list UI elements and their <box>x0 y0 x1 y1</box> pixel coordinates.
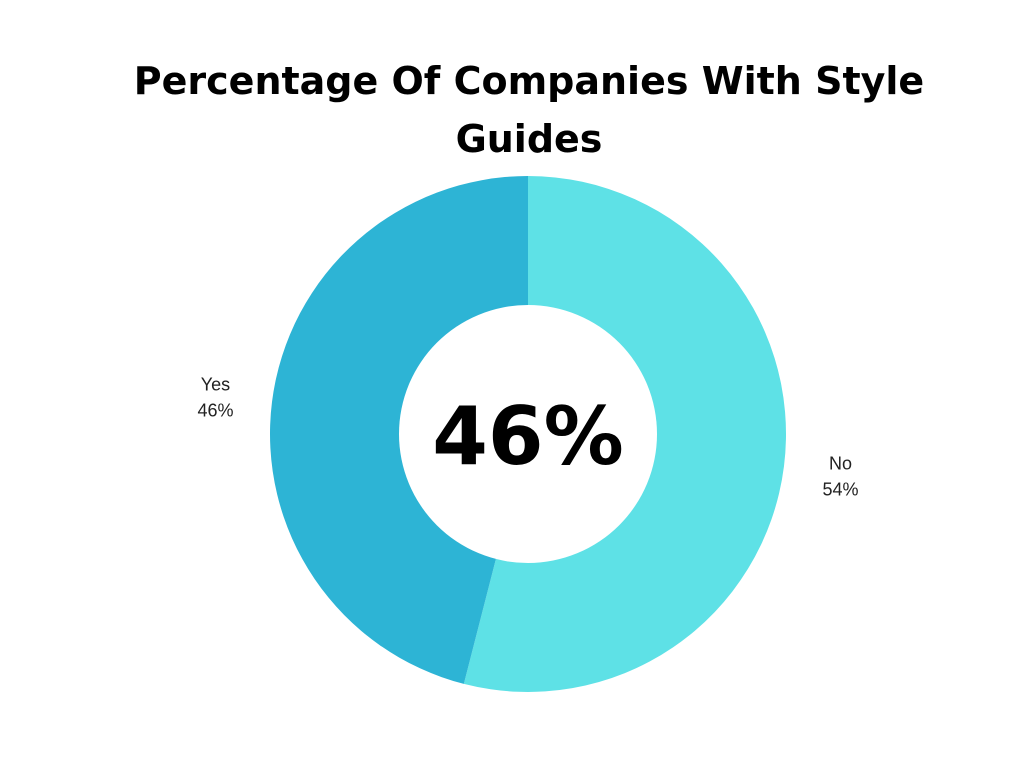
slice-yes <box>269 175 528 684</box>
chart-title: Percentage Of Companies With Style Guide… <box>133 59 925 161</box>
donut-hole <box>399 305 657 563</box>
slice-value-no: 54% <box>823 479 859 499</box>
slice-label-yes: Yes <box>201 375 230 395</box>
slice-label-no: No <box>829 453 852 473</box>
slice-value-yes: 46% <box>197 401 233 421</box>
slice-labels: No 54% Yes 46% <box>197 375 858 500</box>
center-percentage-label: 46% <box>432 390 623 483</box>
